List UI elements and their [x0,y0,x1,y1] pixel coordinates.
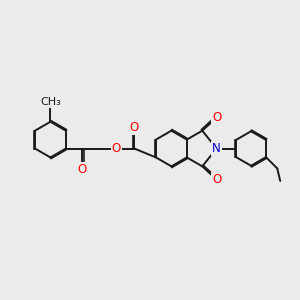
Text: N: N [212,142,221,155]
Text: CH₃: CH₃ [40,98,61,107]
Text: O: O [212,111,221,124]
Text: O: O [130,121,139,134]
Text: O: O [78,163,87,176]
Text: O: O [112,142,121,155]
Text: O: O [212,172,221,186]
